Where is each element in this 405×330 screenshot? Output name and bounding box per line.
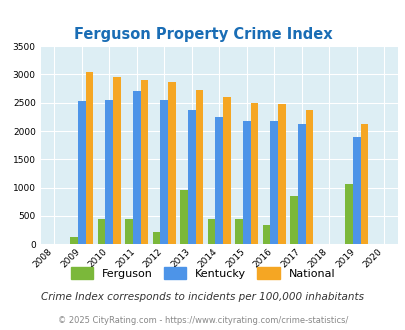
Bar <box>352 137 360 244</box>
Bar <box>250 103 258 244</box>
Bar <box>125 219 132 244</box>
Bar <box>242 121 250 244</box>
Bar <box>188 110 195 244</box>
Text: Ferguson Property Crime Index: Ferguson Property Crime Index <box>73 27 332 42</box>
Bar <box>360 124 367 244</box>
Bar <box>195 90 203 244</box>
Bar <box>234 219 242 244</box>
Bar <box>270 121 277 244</box>
Text: © 2025 CityRating.com - https://www.cityrating.com/crime-statistics/: © 2025 CityRating.com - https://www.city… <box>58 316 347 325</box>
Bar <box>85 72 93 244</box>
Bar <box>180 190 188 244</box>
Bar <box>113 77 121 244</box>
Bar <box>222 97 230 244</box>
Bar <box>168 82 175 244</box>
Text: Crime Index corresponds to incidents per 100,000 inhabitants: Crime Index corresponds to incidents per… <box>41 292 364 302</box>
Bar <box>305 110 313 244</box>
Bar <box>140 80 148 244</box>
Bar <box>98 219 105 244</box>
Bar <box>152 232 160 244</box>
Bar <box>70 237 78 244</box>
Bar <box>105 100 113 244</box>
Bar <box>132 91 140 244</box>
Bar <box>344 184 352 244</box>
Bar <box>78 101 85 244</box>
Bar <box>215 117 222 244</box>
Bar <box>262 225 270 244</box>
Legend: Ferguson, Kentucky, National: Ferguson, Kentucky, National <box>66 263 339 283</box>
Bar <box>290 196 297 244</box>
Bar <box>160 100 168 244</box>
Bar <box>277 105 285 244</box>
Bar <box>207 219 215 244</box>
Bar <box>297 124 305 244</box>
